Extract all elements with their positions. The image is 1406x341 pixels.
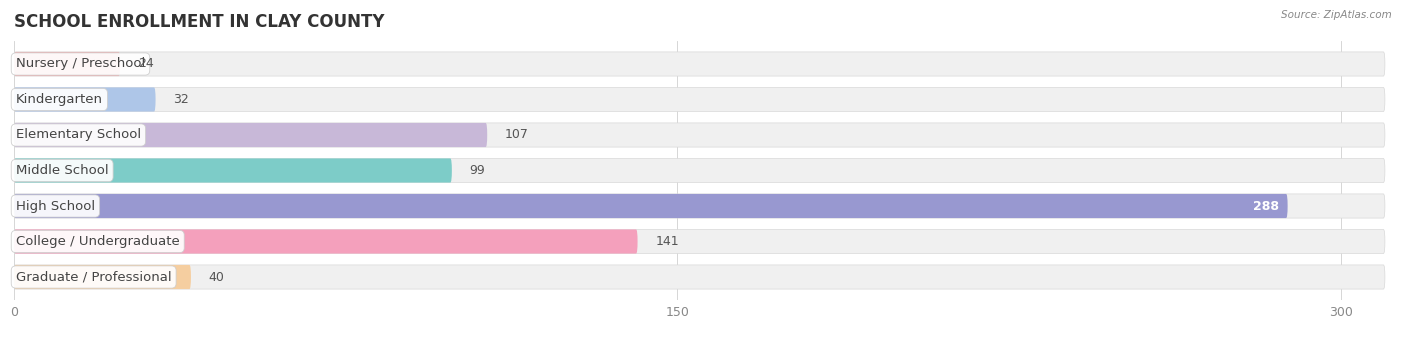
- Text: 24: 24: [138, 58, 153, 71]
- Text: 288: 288: [1253, 199, 1279, 212]
- Text: 141: 141: [655, 235, 679, 248]
- Text: 99: 99: [470, 164, 485, 177]
- FancyBboxPatch shape: [14, 159, 451, 182]
- Text: 32: 32: [173, 93, 188, 106]
- FancyBboxPatch shape: [14, 123, 488, 147]
- FancyBboxPatch shape: [14, 194, 1385, 218]
- FancyBboxPatch shape: [14, 229, 1385, 254]
- FancyBboxPatch shape: [14, 159, 1385, 182]
- FancyBboxPatch shape: [14, 52, 1385, 76]
- Text: SCHOOL ENROLLMENT IN CLAY COUNTY: SCHOOL ENROLLMENT IN CLAY COUNTY: [14, 13, 385, 31]
- FancyBboxPatch shape: [14, 194, 1288, 218]
- Text: High School: High School: [15, 199, 96, 212]
- FancyBboxPatch shape: [14, 123, 1385, 147]
- FancyBboxPatch shape: [14, 87, 156, 112]
- Text: College / Undergraduate: College / Undergraduate: [15, 235, 180, 248]
- Text: Middle School: Middle School: [15, 164, 108, 177]
- FancyBboxPatch shape: [14, 87, 1385, 112]
- Text: Source: ZipAtlas.com: Source: ZipAtlas.com: [1281, 10, 1392, 20]
- FancyBboxPatch shape: [14, 52, 120, 76]
- Text: Nursery / Preschool: Nursery / Preschool: [15, 58, 145, 71]
- FancyBboxPatch shape: [14, 265, 191, 289]
- FancyBboxPatch shape: [14, 229, 637, 254]
- Text: Kindergarten: Kindergarten: [15, 93, 103, 106]
- Text: Graduate / Professional: Graduate / Professional: [15, 270, 172, 283]
- Text: Elementary School: Elementary School: [15, 129, 141, 142]
- FancyBboxPatch shape: [14, 265, 1385, 289]
- Text: 40: 40: [208, 270, 225, 283]
- Text: 107: 107: [505, 129, 529, 142]
